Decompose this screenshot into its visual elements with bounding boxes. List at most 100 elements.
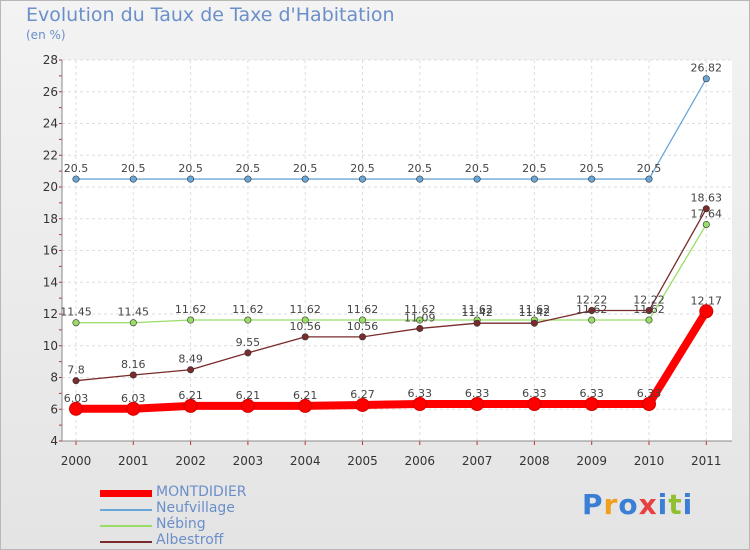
data-point — [645, 316, 653, 324]
data-point — [187, 316, 195, 324]
data-label: 11.62 — [404, 303, 436, 316]
data-label: 11.62 — [461, 303, 493, 316]
data-point — [129, 319, 137, 327]
data-point — [702, 205, 710, 213]
legend-swatch — [100, 525, 152, 527]
data-point — [129, 175, 137, 183]
data-label: 12.22 — [576, 294, 608, 307]
legend-item: Neufvillage — [100, 500, 300, 518]
data-point — [416, 175, 424, 183]
data-point — [702, 220, 710, 228]
data-point — [699, 304, 714, 319]
y-tick-label: 20 — [43, 180, 58, 194]
y-tick-label: 24 — [43, 117, 58, 131]
y-tick-label: 10 — [43, 339, 58, 353]
series-line-0 — [72, 307, 711, 413]
data-label: 6.21 — [236, 389, 261, 402]
legend-item: Nébing — [100, 516, 300, 534]
data-point — [702, 75, 710, 83]
data-point — [126, 401, 141, 416]
data-label: 8.16 — [121, 358, 146, 371]
data-point — [358, 316, 366, 324]
logo-letter: x — [638, 488, 658, 521]
x-tick-label: 2007 — [462, 454, 493, 468]
data-label: 6.33 — [637, 387, 662, 400]
data-label: 6.33 — [408, 387, 433, 400]
legend-swatch — [100, 509, 152, 511]
data-label: 6.33 — [579, 387, 604, 400]
x-tick-label: 2002 — [175, 454, 206, 468]
data-point — [301, 333, 309, 341]
legend: MONTDIDIER Neufvillage Nébing Albestroff — [100, 484, 300, 550]
data-point — [240, 398, 255, 413]
data-point — [470, 397, 485, 412]
data-point — [584, 397, 599, 412]
y-tick-label: 6 — [50, 402, 58, 416]
y-tick-label: 18 — [43, 212, 58, 226]
legend-label: Albestroff — [156, 532, 224, 548]
data-label: 11.45 — [60, 306, 92, 319]
series-line-2 — [75, 223, 707, 324]
data-label: 9.55 — [236, 336, 261, 349]
plot-area — [62, 60, 732, 441]
data-label: 11.62 — [347, 303, 379, 316]
data-label: 11.62 — [576, 303, 608, 316]
data-point — [298, 398, 313, 413]
data-label: 11.42 — [461, 306, 493, 319]
data-point — [72, 175, 80, 183]
y-tick-label: 26 — [43, 85, 58, 99]
data-point — [72, 319, 80, 327]
data-label: 20.5 — [465, 162, 490, 175]
data-point — [187, 366, 195, 374]
y-tick-label: 22 — [43, 148, 58, 162]
data-label: 20.5 — [178, 162, 203, 175]
legend-swatch — [100, 541, 152, 543]
data-label: 11.42 — [519, 306, 551, 319]
data-point — [301, 316, 309, 324]
data-label: 6.33 — [465, 387, 490, 400]
logo-letter: P — [582, 488, 604, 521]
data-point — [69, 401, 83, 416]
x-tick-label: 2005 — [347, 454, 378, 468]
legend-item: MONTDIDIER — [100, 484, 300, 502]
legend-item: Albestroff — [100, 532, 300, 550]
series-line-3 — [75, 208, 707, 382]
data-point — [588, 316, 596, 324]
data-point — [416, 324, 424, 332]
y-axis-label: (en %) — [26, 28, 66, 42]
data-label: 20.5 — [522, 162, 547, 175]
data-label: 6.21 — [293, 389, 318, 402]
legend-label: MONTDIDIER — [156, 484, 247, 500]
data-label: 11.62 — [175, 303, 207, 316]
x-tick-label: 2006 — [405, 454, 436, 468]
data-point — [301, 175, 309, 183]
data-point — [183, 398, 198, 413]
data-label: 20.5 — [350, 162, 375, 175]
data-point — [244, 349, 252, 357]
legend-swatch — [100, 490, 152, 497]
data-label: 6.21 — [178, 389, 203, 402]
data-label: 12.22 — [633, 294, 665, 307]
data-point — [412, 397, 427, 412]
logo-letter: i — [657, 488, 669, 521]
data-point — [645, 175, 653, 183]
x-tick-label: 2009 — [576, 454, 607, 468]
data-point — [645, 307, 653, 315]
data-point — [244, 316, 252, 324]
y-tick-label: 16 — [43, 244, 58, 258]
x-tick-label: 2008 — [519, 454, 550, 468]
data-point — [355, 397, 370, 412]
data-label: 6.03 — [121, 392, 146, 405]
logo-letter: i — [682, 488, 694, 521]
logo-letter: t — [668, 488, 683, 521]
data-point — [588, 175, 596, 183]
data-label: 11.09 — [404, 311, 436, 324]
y-tick-label: 14 — [43, 275, 58, 289]
legend-label: Nébing — [156, 516, 206, 532]
data-label: 20.5 — [637, 162, 662, 175]
proxiti-logo: Proxiti — [582, 488, 693, 521]
x-tick-label: 2011 — [691, 454, 722, 468]
y-tick-label: 8 — [50, 371, 58, 385]
data-label: 10.56 — [347, 320, 379, 333]
